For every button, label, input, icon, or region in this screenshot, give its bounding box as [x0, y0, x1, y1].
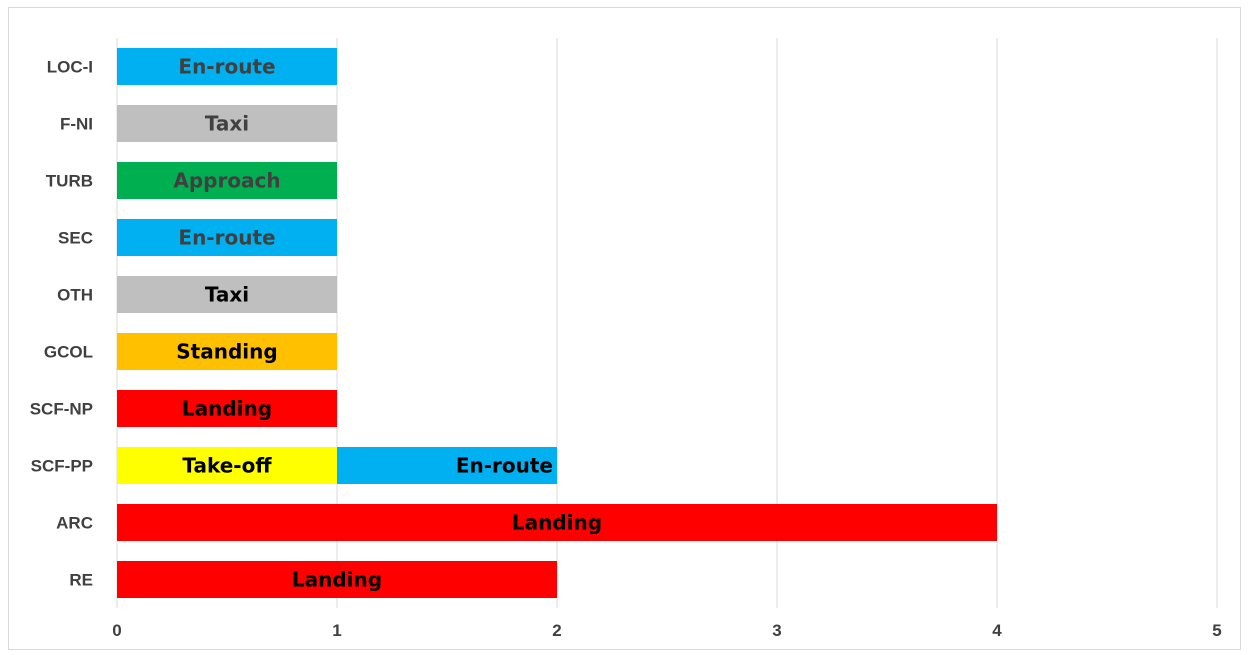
bar-segment	[117, 48, 337, 85]
category-labels: LOC-I F-NI TURB SEC OTH GCOL SCF-NP SCF-PP ARC RE	[30, 58, 93, 590]
bar-segment	[117, 333, 337, 370]
bar-segment-label: En-route	[456, 454, 553, 478]
x-tick-label: 3	[772, 621, 781, 640]
bars: En-route Taxi Approach En-route Taxi Standing…	[117, 48, 997, 598]
x-tick-label: 5	[1212, 621, 1221, 640]
bar-segment	[117, 105, 337, 142]
category-label: OTH	[57, 286, 93, 305]
x-tick-label: 4	[992, 621, 1002, 640]
x-tick-label: 1	[332, 621, 341, 640]
category-label: SEC	[58, 229, 93, 248]
category-label: GCOL	[44, 343, 93, 362]
category-label: LOC-I	[47, 58, 93, 77]
bar-segment-label: Approach	[173, 169, 280, 193]
bar-segment-label: Taxi	[205, 112, 249, 136]
bar-segment	[117, 219, 337, 256]
category-label: F-NI	[60, 115, 93, 134]
bar-segment-label: Taxi	[205, 283, 249, 307]
bar-segment-label: Take-off	[182, 454, 272, 478]
bar-segment	[117, 390, 337, 427]
bar-segment	[117, 504, 997, 541]
bar-segment	[117, 561, 557, 598]
category-label: SCF-PP	[31, 457, 93, 476]
bar-segment	[117, 276, 337, 313]
bar-segment-label: Landing	[182, 397, 272, 421]
category-label: RE	[69, 571, 93, 590]
x-tick-labels: 0 1 2 3 4 5	[112, 621, 1221, 640]
bar-segment-label: Landing	[292, 568, 382, 592]
category-label: SCF-NP	[30, 400, 93, 419]
x-tick-label: 0	[112, 621, 121, 640]
bar-segment	[117, 447, 337, 484]
bar-segment-label: Standing	[176, 340, 277, 364]
category-label: TURB	[46, 172, 93, 191]
bar-segment	[117, 162, 337, 199]
category-label: ARC	[56, 514, 93, 533]
bar-segment	[337, 447, 557, 484]
bar-segment-label: En-route	[178, 226, 275, 250]
bar-segment-label: En-route	[178, 55, 275, 79]
bar-segment-label: Landing	[512, 511, 602, 535]
x-tick-label: 2	[552, 621, 561, 640]
